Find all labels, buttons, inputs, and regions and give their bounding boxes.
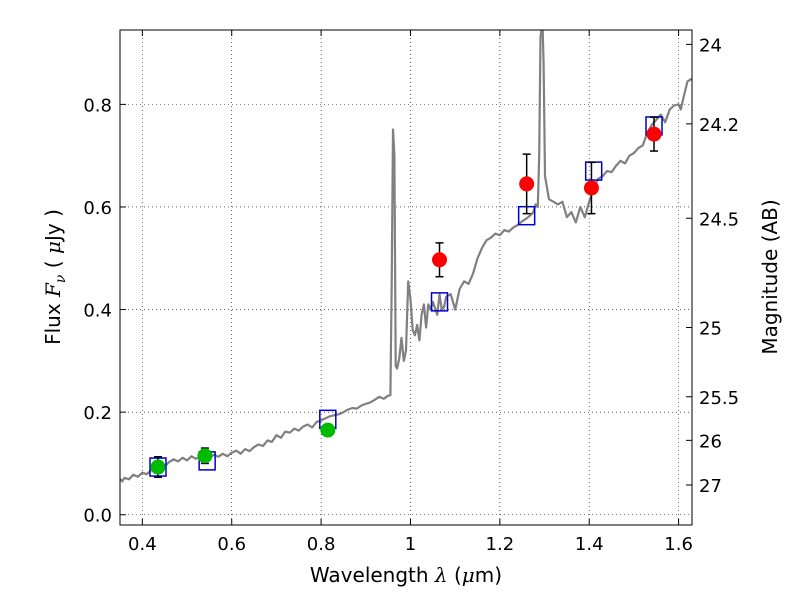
observed-nir-point <box>519 176 535 192</box>
y-tick-label: 0.4 <box>83 301 112 322</box>
x-tick-label: 1.4 <box>575 534 604 555</box>
y2-tick-label: 27 <box>699 476 722 497</box>
y2-tick-label: 25 <box>699 319 722 340</box>
x-tick-label: 1.2 <box>486 534 515 555</box>
y2-tick-label: 26 <box>699 431 722 452</box>
observed-optical-point <box>197 448 213 464</box>
axis-ticks: 0.4 0.6 0.8 1 1.2 1.4 1.6 0.0 0.2 0.4 0.6 0.8 24 24.2… <box>83 30 739 555</box>
y2-tick-label: 24 <box>699 35 722 56</box>
observed-optical-point <box>150 459 166 475</box>
x-tick-label: 0.6 <box>217 534 246 555</box>
x-tick-label: 0.4 <box>128 534 157 555</box>
y-tick-label: 0.8 <box>83 95 112 116</box>
observed-nir-point <box>646 126 662 142</box>
y2-tick-label: 24.5 <box>699 209 739 230</box>
y-tick-label: 0.2 <box>83 403 112 424</box>
plot-frame <box>119 29 693 526</box>
observed-optical-point <box>320 422 336 438</box>
plot-content <box>120 30 692 483</box>
x-tick-label: 1 <box>405 534 416 555</box>
observed-nir-point <box>583 180 599 196</box>
observed-nir-point <box>432 252 448 268</box>
grid-lines <box>120 30 692 525</box>
y2-axis-title: Magnitude (AB) <box>758 199 782 354</box>
x-tick-label: 1.6 <box>664 534 693 555</box>
y2-tick-label: 25.5 <box>699 388 739 409</box>
y2-tick-label: 24.2 <box>699 115 739 136</box>
y-tick-label: 0.0 <box>83 506 112 527</box>
y-tick-label: 0.6 <box>83 198 112 219</box>
model-photometry-marker <box>430 292 449 312</box>
y-axis-title: Flux Fν ( μJy ) <box>41 209 69 345</box>
model-spectrum-line <box>120 30 692 483</box>
x-tick-label: 0.8 <box>307 534 336 555</box>
x-axis-title: Wavelength λ (μm) <box>310 563 502 587</box>
